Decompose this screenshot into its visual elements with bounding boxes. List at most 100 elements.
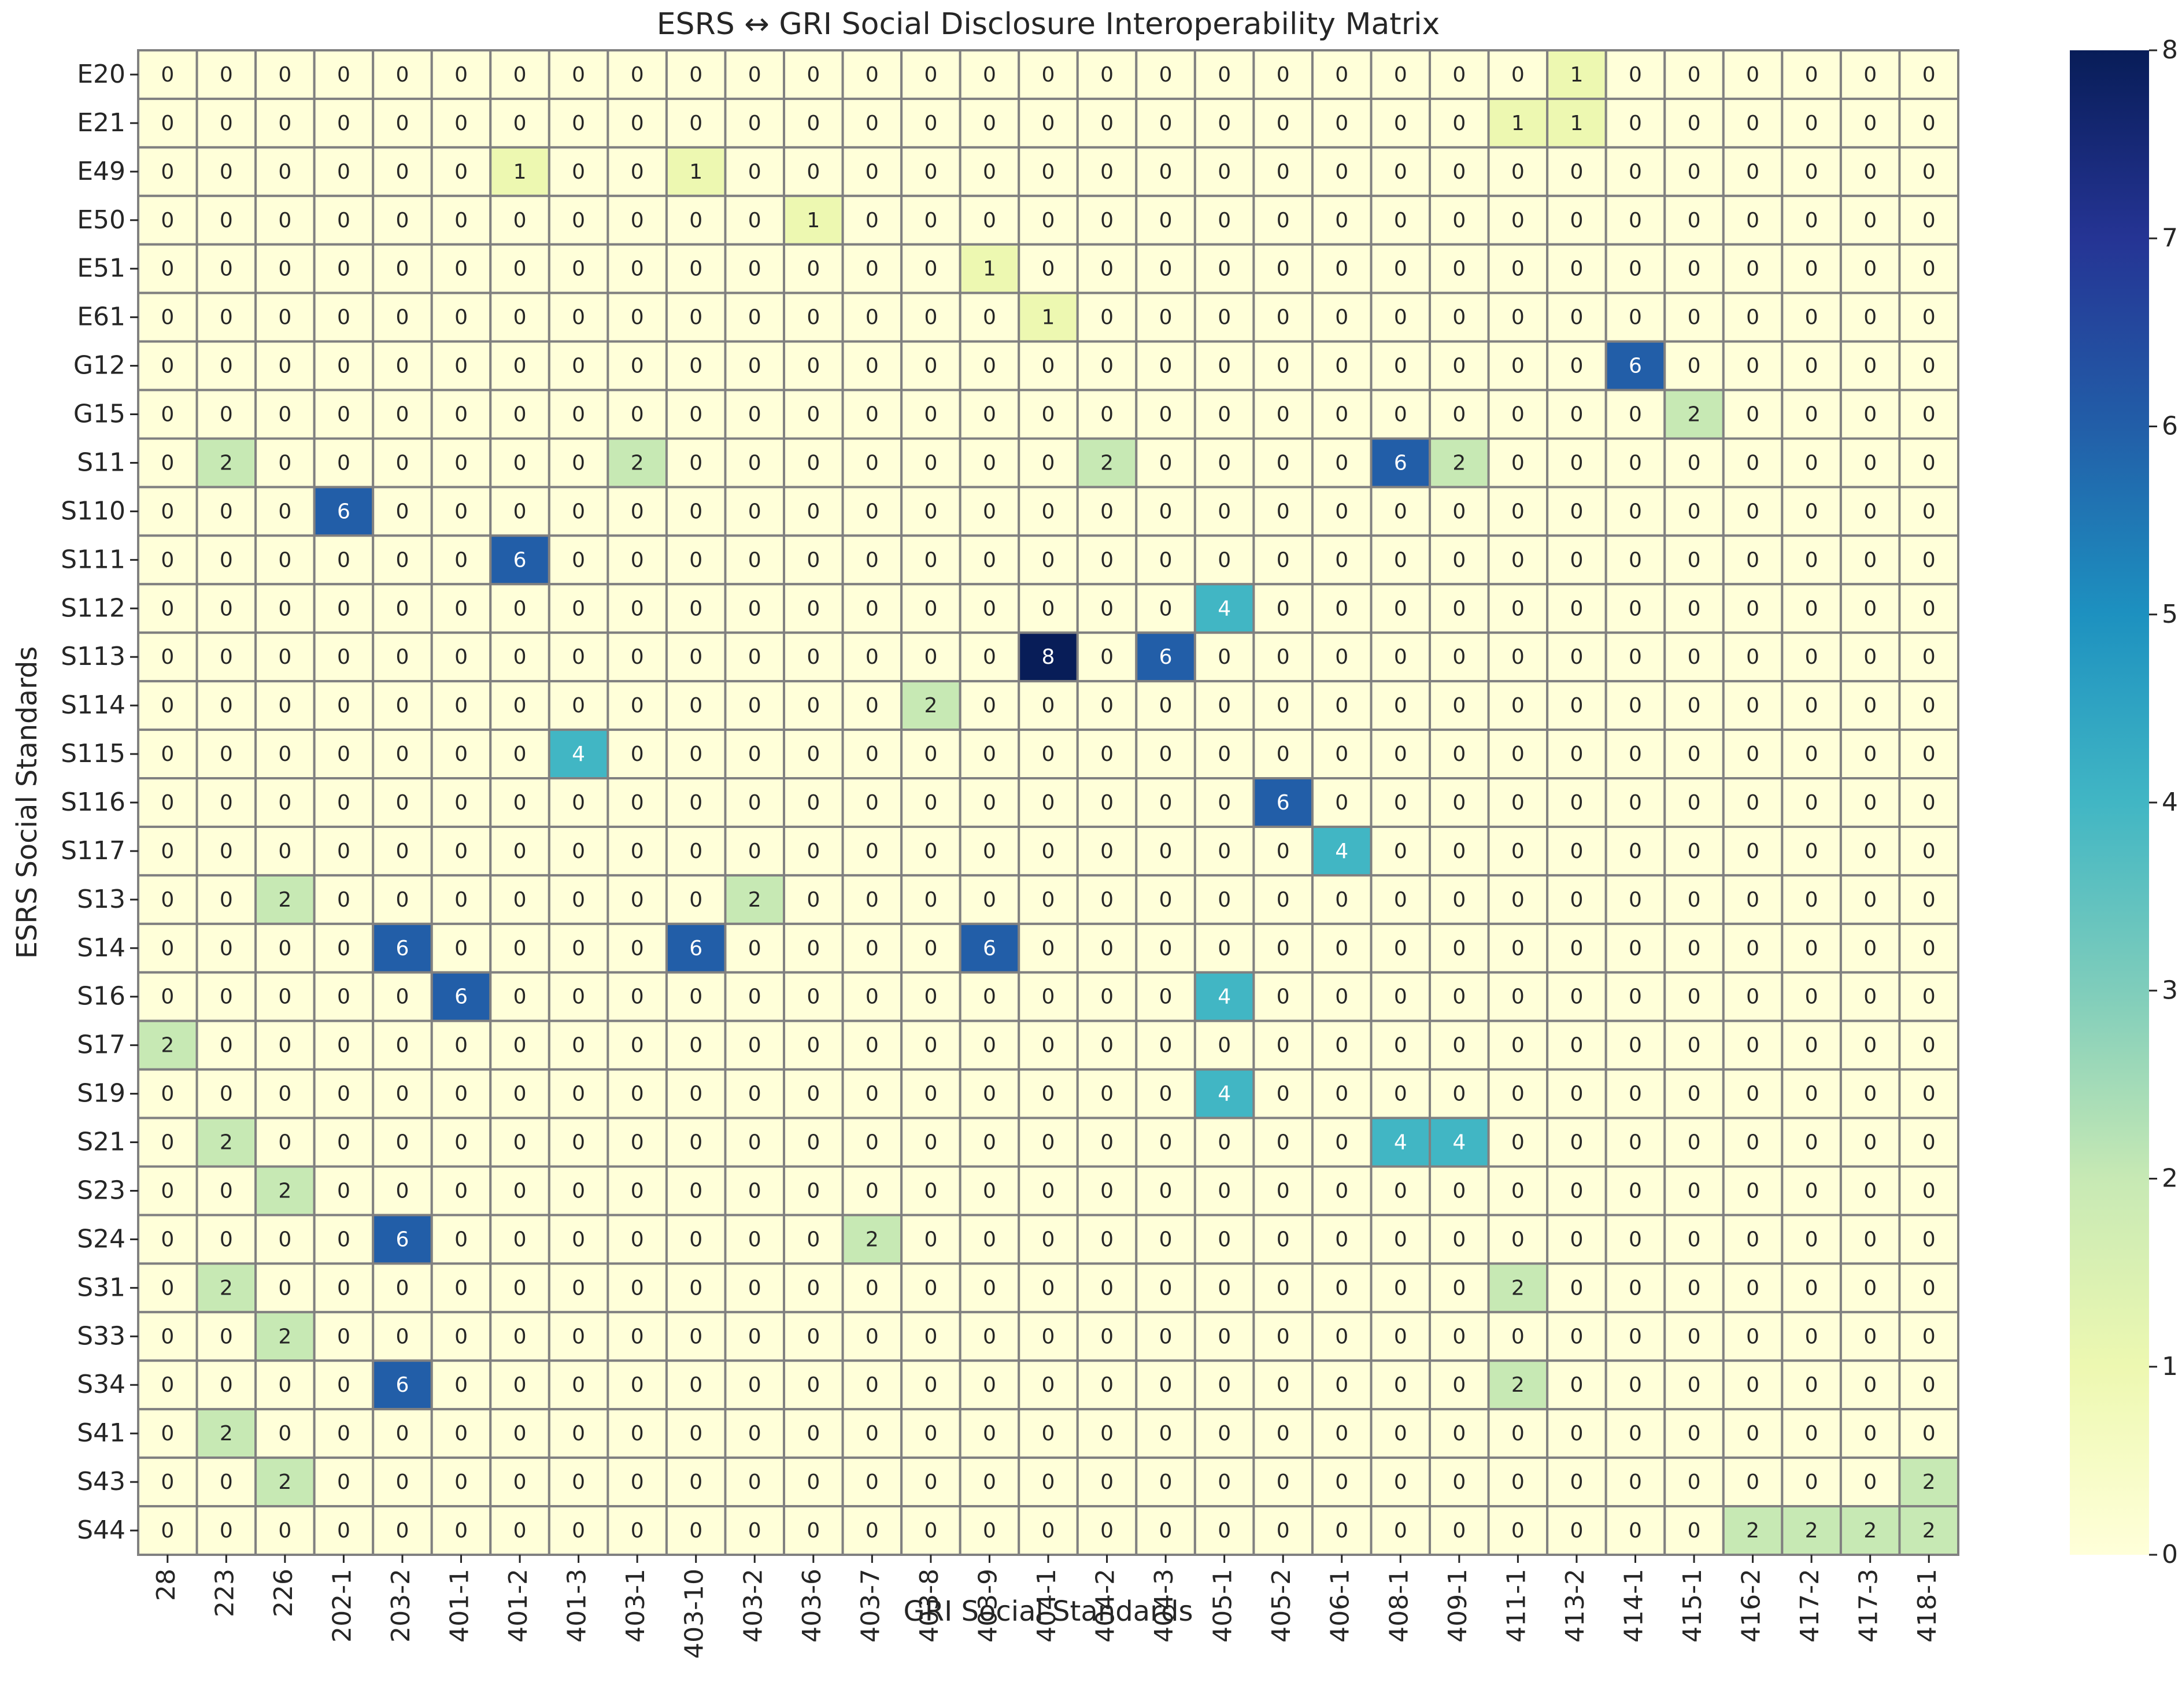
heatmap-cell xyxy=(724,1165,786,1217)
cell-value-label: 0 xyxy=(1688,1131,1701,1155)
heatmap-cell xyxy=(1663,194,1725,246)
cell-value-label: 0 xyxy=(1922,937,1936,960)
heatmap-cell xyxy=(1781,825,1842,877)
cell-value-label: 0 xyxy=(278,1034,291,1058)
cell-value-label: 0 xyxy=(1335,1082,1348,1106)
cell-value-label: 0 xyxy=(161,597,174,620)
cell-value-label: 0 xyxy=(1452,500,1466,523)
heatmap-cell xyxy=(1076,874,1138,925)
cell-value-label: 0 xyxy=(631,840,644,863)
heatmap-cell xyxy=(1252,1068,1314,1119)
heatmap-cell xyxy=(724,1456,786,1508)
cell-value-label: 0 xyxy=(1511,354,1525,378)
heatmap-cell xyxy=(841,680,903,731)
heatmap-cell xyxy=(1546,729,1607,780)
cell-value-label: 0 xyxy=(1688,888,1701,912)
cell-value-label: 0 xyxy=(924,1519,937,1543)
cell-value-label: 0 xyxy=(1335,1179,1348,1203)
cell-value-label: 0 xyxy=(1629,742,1642,766)
colorbar-tick-label: 2 xyxy=(2162,1164,2178,1193)
heatmap-cell xyxy=(372,389,433,440)
cell-value-label: 0 xyxy=(1922,112,1936,135)
cell-value-label: 0 xyxy=(1511,500,1525,523)
cell-value-label: 0 xyxy=(396,548,409,572)
heatmap-cell xyxy=(1193,922,1255,974)
heatmap-cell xyxy=(254,486,316,537)
cell-value-label: 0 xyxy=(924,597,937,620)
cell-value-label: 4 xyxy=(1452,1131,1466,1155)
cell-value-label: 0 xyxy=(1922,160,1936,184)
cell-value-label: 0 xyxy=(1452,1470,1466,1494)
cell-value-label: 0 xyxy=(983,645,996,669)
x-tick-label: 411-1 xyxy=(1501,1569,1531,1643)
cell-value-label: 0 xyxy=(1100,888,1114,912)
cell-value-label: 0 xyxy=(1452,694,1466,718)
heatmap-cell xyxy=(1370,1068,1432,1119)
heatmap-cell xyxy=(724,1262,786,1314)
cell-value-label: 0 xyxy=(1746,1179,1759,1203)
cell-value-label: 0 xyxy=(220,888,233,912)
heatmap-cell xyxy=(372,291,433,343)
cell-value-label: 0 xyxy=(748,63,761,87)
heatmap-cell xyxy=(1311,1505,1373,1556)
heatmap-cell xyxy=(313,1068,375,1119)
heatmap-cell xyxy=(1135,1165,1196,1217)
heatmap-cell xyxy=(1898,1214,1960,1265)
cell-value-label: 0 xyxy=(454,694,468,718)
cell-value-label: 0 xyxy=(1629,1228,1642,1251)
cell-value-label: 0 xyxy=(1511,1325,1525,1348)
x-tick-label: 403-10 xyxy=(680,1569,709,1659)
heatmap-cell xyxy=(841,437,903,489)
y-tick-label: S111 xyxy=(61,545,125,574)
cell-value-label: 0 xyxy=(1629,1131,1642,1155)
cell-value-label: 0 xyxy=(689,791,702,815)
cell-value-label: 0 xyxy=(1277,403,1290,427)
heatmap-cell xyxy=(430,1311,492,1362)
heatmap-cell xyxy=(489,146,550,197)
heatmap-cell xyxy=(1604,291,1666,343)
cell-value-label: 2 xyxy=(1688,403,1701,427)
cell-value-label: 0 xyxy=(1277,1519,1290,1543)
cell-value-label: 0 xyxy=(983,791,996,815)
cell-value-label: 0 xyxy=(1746,645,1759,669)
cell-value-label: 0 xyxy=(1042,1470,1055,1494)
cell-value-label: 0 xyxy=(1805,112,1818,135)
cell-value-label: 0 xyxy=(454,645,468,669)
cell-value-label: 0 xyxy=(1863,112,1877,135)
cell-value-label: 0 xyxy=(866,597,879,620)
cell-value-label: 0 xyxy=(1452,209,1466,232)
cell-value-label: 0 xyxy=(807,840,820,863)
cell-value-label: 0 xyxy=(983,112,996,135)
heatmap-cell xyxy=(1898,49,1960,100)
cell-value-label: 0 xyxy=(220,306,233,330)
heatmap-cell xyxy=(489,1359,550,1411)
cell-value-label: 0 xyxy=(1805,1179,1818,1203)
cell-value-label: 0 xyxy=(689,451,702,475)
cell-value-label: 0 xyxy=(1570,1422,1583,1445)
cell-value-label: 0 xyxy=(866,112,879,135)
cell-value-label: 0 xyxy=(396,597,409,620)
cell-value-label: 0 xyxy=(1805,209,1818,232)
cell-value-label: 0 xyxy=(1042,1179,1055,1203)
cell-value-label: 0 xyxy=(1277,63,1290,87)
y-tick-label: E21 xyxy=(77,108,125,138)
x-tick-label: 226 xyxy=(269,1569,298,1617)
cell-value-label: 0 xyxy=(983,985,996,1009)
heatmap-cell xyxy=(430,1019,492,1071)
heatmap-cell xyxy=(548,340,609,391)
cell-value-label: 0 xyxy=(1335,160,1348,184)
heatmap-cell xyxy=(372,874,433,925)
heatmap-cell xyxy=(1076,971,1138,1022)
cell-value-label: 0 xyxy=(337,548,350,572)
y-tick-label: S11 xyxy=(77,448,125,477)
heatmap-cell xyxy=(489,1214,550,1265)
y-tick-label: S41 xyxy=(77,1418,125,1448)
cell-value-label: 0 xyxy=(1863,791,1877,815)
heatmap-cell xyxy=(548,583,609,634)
cell-value-label: 0 xyxy=(1277,500,1290,523)
cell-value-label: 0 xyxy=(1570,1276,1583,1300)
heatmap-cell xyxy=(1311,971,1373,1022)
cell-value-label: 0 xyxy=(1511,1470,1525,1494)
cell-value-label: 0 xyxy=(1863,840,1877,863)
cell-value-label: 0 xyxy=(1570,694,1583,718)
